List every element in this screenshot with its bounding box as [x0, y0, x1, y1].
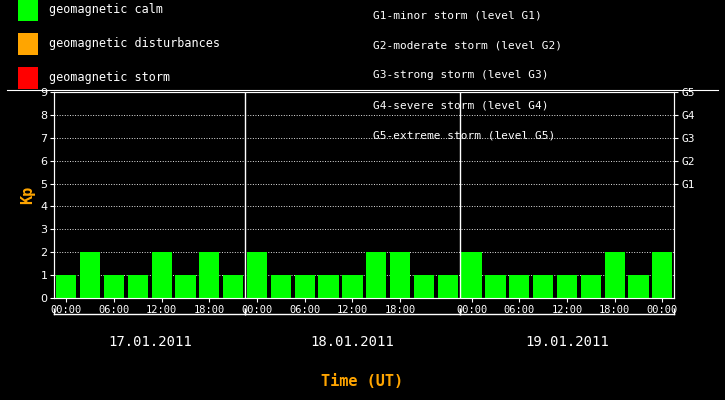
- Bar: [629, 275, 649, 298]
- Text: geomagnetic storm: geomagnetic storm: [49, 72, 170, 84]
- Bar: [605, 252, 625, 298]
- Text: G4-severe storm (level G4): G4-severe storm (level G4): [373, 100, 549, 110]
- Bar: [390, 252, 410, 298]
- Bar: [152, 252, 172, 298]
- Bar: [80, 252, 100, 298]
- Bar: [294, 275, 315, 298]
- Bar: [270, 275, 291, 298]
- Text: G2-moderate storm (level G2): G2-moderate storm (level G2): [373, 40, 563, 50]
- Bar: [366, 252, 386, 298]
- Bar: [56, 275, 76, 298]
- Bar: [247, 252, 267, 298]
- Text: geomagnetic calm: geomagnetic calm: [49, 4, 162, 16]
- Bar: [438, 275, 458, 298]
- Bar: [128, 275, 148, 298]
- Y-axis label: Kp: Kp: [20, 186, 35, 204]
- Bar: [318, 275, 339, 298]
- Bar: [557, 275, 577, 298]
- Bar: [223, 275, 244, 298]
- Bar: [581, 275, 601, 298]
- Bar: [509, 275, 529, 298]
- Text: G3-strong storm (level G3): G3-strong storm (level G3): [373, 70, 549, 80]
- Bar: [462, 252, 481, 298]
- Text: Time (UT): Time (UT): [321, 374, 404, 390]
- Text: geomagnetic disturbances: geomagnetic disturbances: [49, 38, 220, 50]
- Text: G1-minor storm (level G1): G1-minor storm (level G1): [373, 10, 542, 20]
- Text: G5-extreme storm (level G5): G5-extreme storm (level G5): [373, 130, 555, 140]
- Bar: [414, 275, 434, 298]
- Text: 18.01.2011: 18.01.2011: [310, 335, 394, 349]
- Bar: [485, 275, 505, 298]
- Bar: [175, 275, 196, 298]
- Text: 19.01.2011: 19.01.2011: [525, 335, 609, 349]
- Bar: [104, 275, 124, 298]
- Bar: [342, 275, 362, 298]
- Bar: [533, 275, 553, 298]
- Bar: [652, 252, 673, 298]
- Bar: [199, 252, 220, 298]
- Text: 17.01.2011: 17.01.2011: [108, 335, 191, 349]
